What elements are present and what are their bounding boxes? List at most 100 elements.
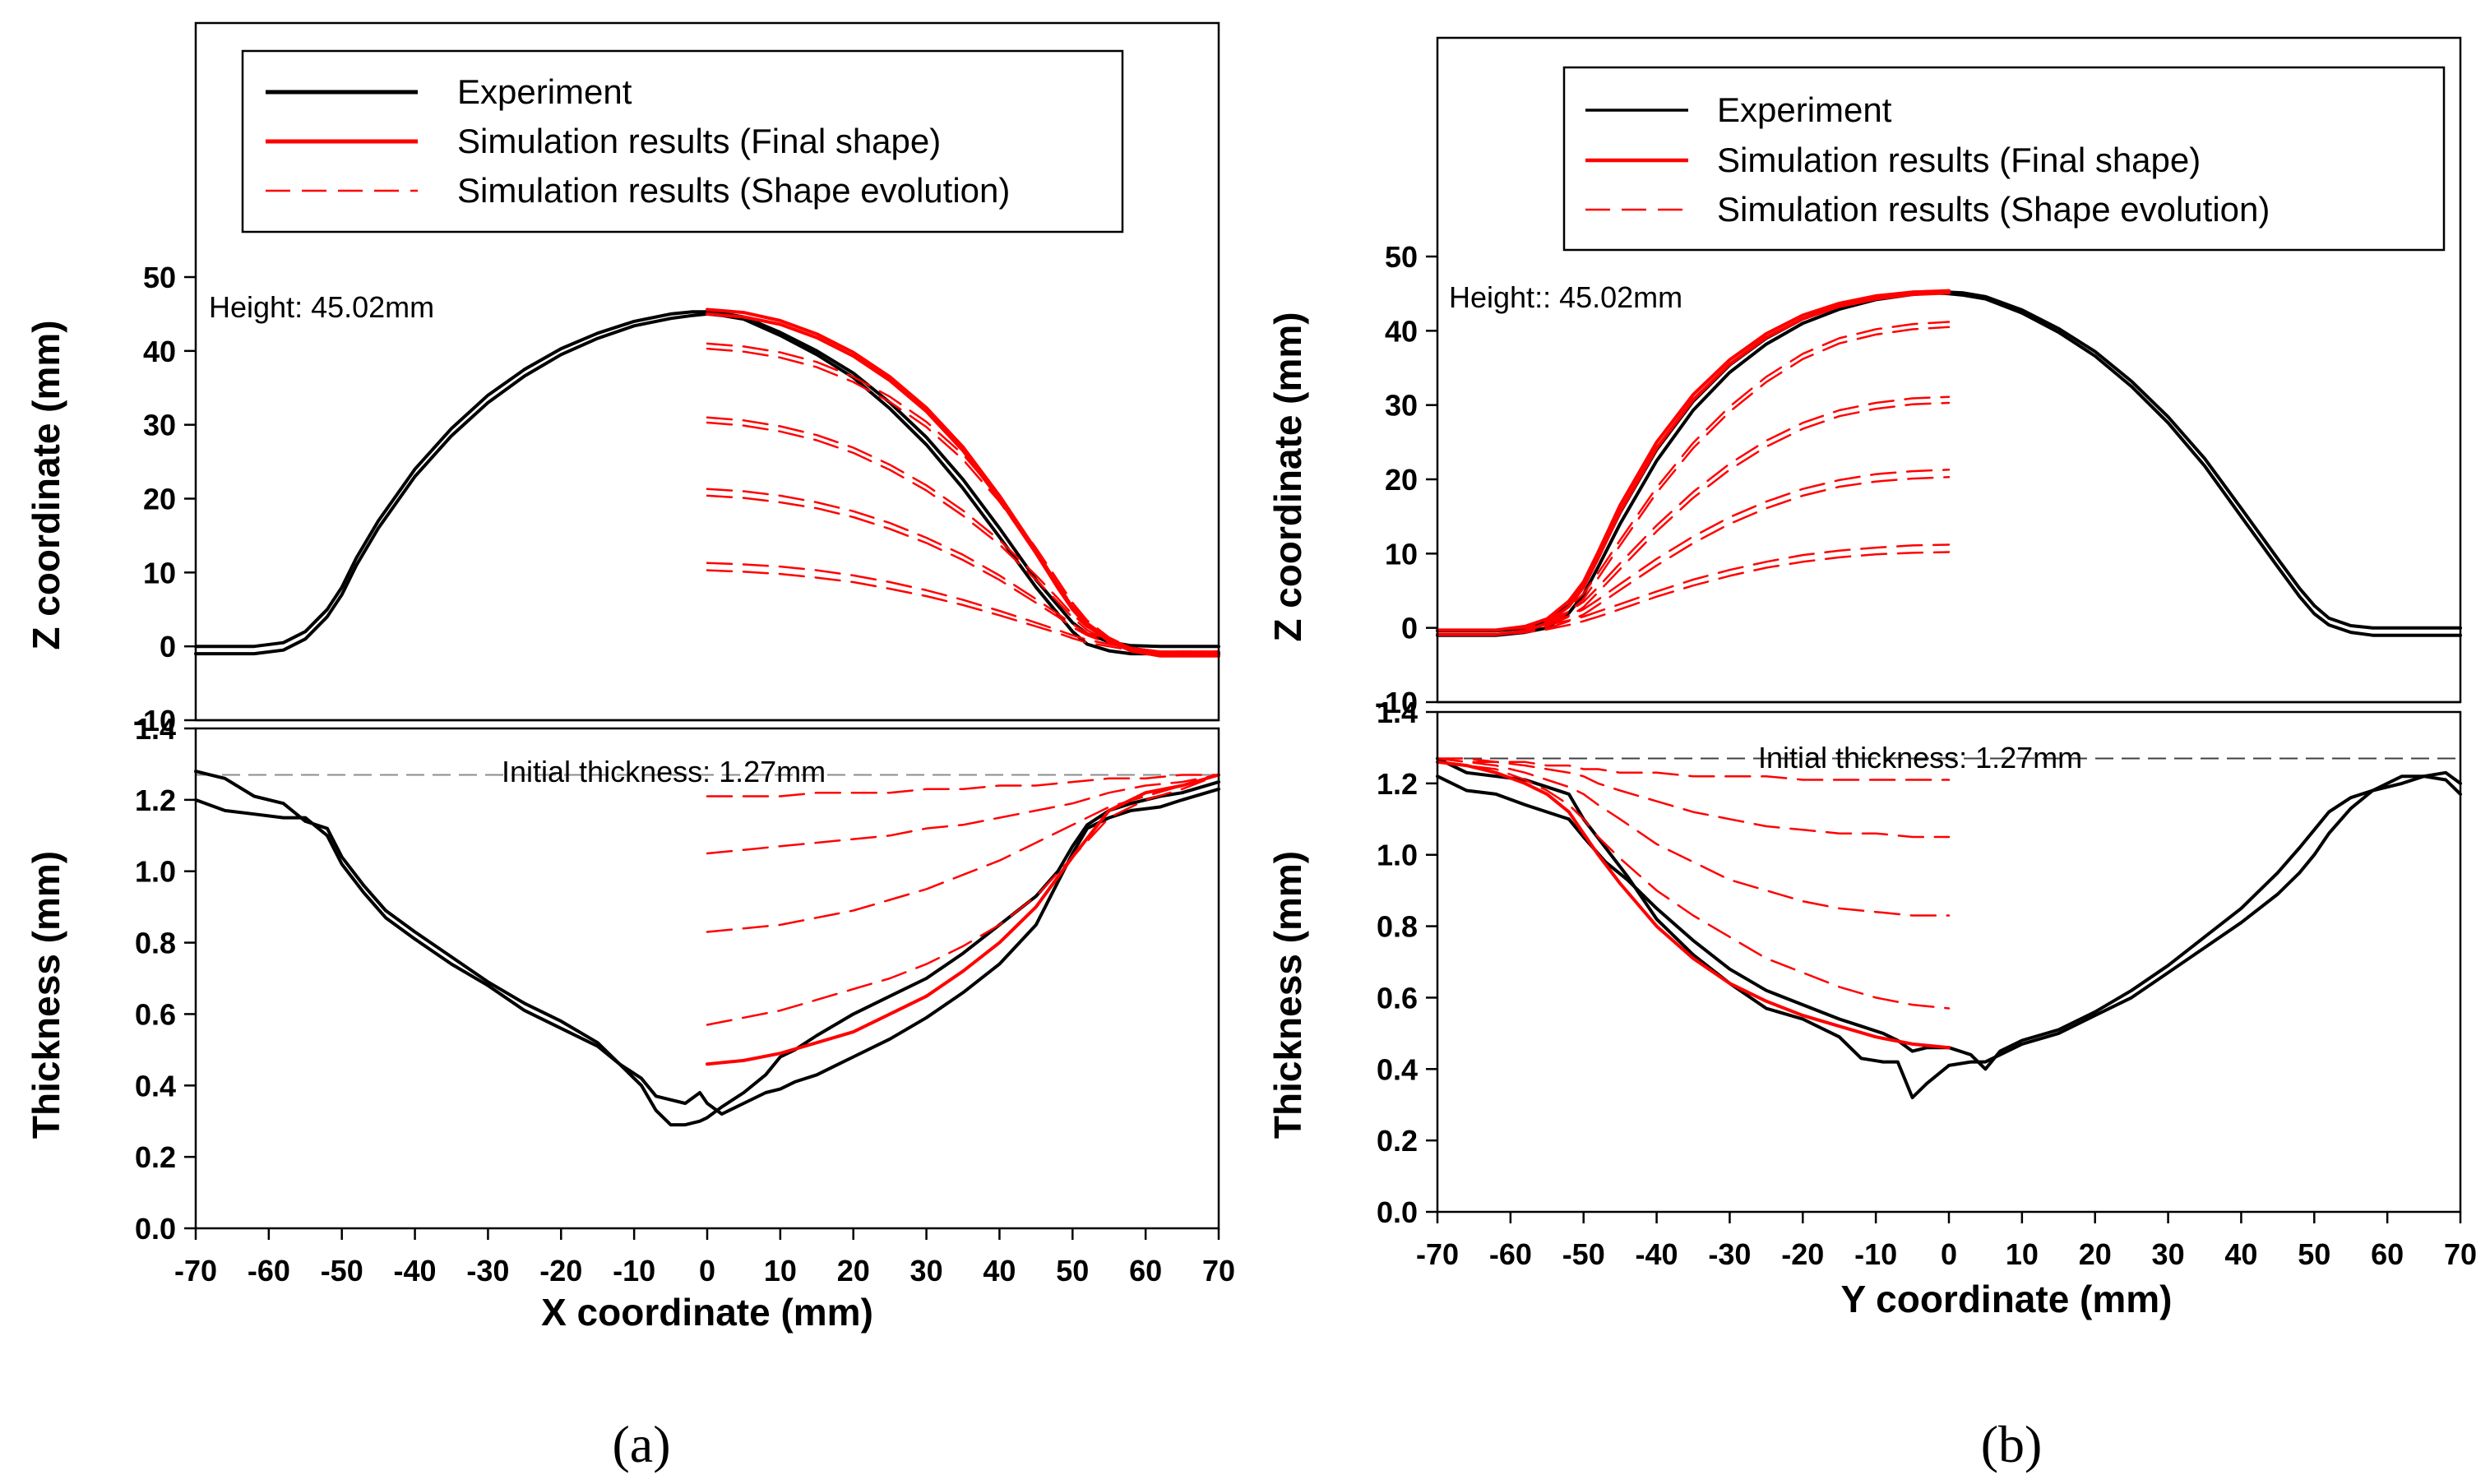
y-tick-label-lower-a: 0.0 bbox=[135, 1212, 176, 1246]
lower-series-experiment-1-a bbox=[194, 780, 1220, 1127]
upper-series-experiment-1-a bbox=[194, 312, 1220, 656]
legend-a: Experiment Simulation results (Final sha… bbox=[241, 49, 1124, 233]
chart-panel-a: -70 -60 -50 -40 -30 -20 -10 0 10 20 30 40 50 60 70 50 40… bbox=[25, 21, 1235, 1473]
lower-series-simulation-results-final-shape-2-b bbox=[1436, 760, 1951, 1050]
y-tick-label-upper-a: 0 bbox=[160, 630, 176, 663]
x-tick-label-b: 50 bbox=[2298, 1237, 2330, 1271]
y-axis-title-upper-a: Z coordinate (mm) bbox=[25, 320, 67, 650]
x-tick-label-b: 30 bbox=[2152, 1237, 2185, 1271]
x-tick-label-b: -10 bbox=[1854, 1237, 1897, 1271]
legend-label-experiment-b: Experiment bbox=[1717, 90, 1892, 129]
x-tick-label-b: -60 bbox=[1489, 1237, 1532, 1271]
y-tick-label-lower-b: 0.0 bbox=[1377, 1195, 1418, 1229]
y-tick-label-upper-b: 30 bbox=[1385, 389, 1418, 423]
legend-box-b bbox=[1562, 66, 2446, 252]
y-tick-label-lower-a: 1.4 bbox=[135, 712, 176, 746]
y-axis-title-lower-a: Thickness (mm) bbox=[25, 851, 67, 1139]
y-tick-label-upper-b: 10 bbox=[1385, 537, 1418, 571]
panel-label-a: (a) bbox=[612, 1415, 670, 1473]
upper-series-simulation-results-shape-evolution-11-b bbox=[1436, 551, 1951, 636]
y-tick-label-upper-b: -10 bbox=[1375, 686, 1418, 719]
x-tick-label-b: -40 bbox=[1636, 1237, 1678, 1271]
y-tick-label-upper-a: 20 bbox=[143, 483, 176, 516]
x-tick-label-a: 40 bbox=[983, 1254, 1016, 1288]
y-tick-label-lower-a: 0.8 bbox=[135, 927, 176, 960]
y-tick-label-lower-a: 0.4 bbox=[135, 1069, 176, 1103]
x-tick-label-a: -30 bbox=[466, 1254, 509, 1288]
upper-series-simulation-results-shape-evolution-7-b bbox=[1436, 401, 1951, 636]
lower-plot-traces-b bbox=[1436, 756, 2462, 1099]
upper-series-simulation-results-shape-evolution-6-a bbox=[706, 416, 1220, 653]
lower-series-simulation-results-shape-evolution-4-a bbox=[706, 774, 1220, 933]
x-tick-label-a: -60 bbox=[248, 1254, 290, 1288]
upper-series-simulation-results-final-shape-2-b bbox=[1436, 289, 1951, 632]
legend-label-evolution-a: Simulation results (Shape evolution) bbox=[457, 171, 1010, 210]
y-tick-label-lower-b: 0.8 bbox=[1377, 910, 1418, 944]
lower-series-simulation-results-shape-evolution-6-a bbox=[706, 774, 1220, 797]
upper-series-simulation-results-shape-evolution-8-a bbox=[706, 488, 1220, 653]
y-axis-title-lower-b: Thickness (mm) bbox=[1266, 851, 1309, 1139]
y-tick-label-lower-b: 0.2 bbox=[1377, 1124, 1418, 1158]
y-tick-label-upper-b: 40 bbox=[1385, 314, 1418, 348]
x-tick-label-a: -50 bbox=[321, 1254, 363, 1288]
y-tick-label-upper-b: 0 bbox=[1401, 612, 1418, 645]
x-tick-label-a: -20 bbox=[539, 1254, 582, 1288]
x-tick-label-a: -70 bbox=[174, 1254, 217, 1288]
legend-b: Experiment Simulation results (Final sha… bbox=[1562, 66, 2446, 252]
legend-label-evolution-b: Simulation results (Shape evolution) bbox=[1717, 190, 2270, 229]
upper-series-experiment-0-a bbox=[194, 310, 1220, 649]
x-axis-title-a: X coordinate (mm) bbox=[541, 1291, 873, 1334]
y-tick-label-lower-a: 1.0 bbox=[135, 855, 176, 889]
axis-ticks-b: -70 -60 -50 -40 -30 -20 -10 0 10 20 30 40 50 60 70 50 40… bbox=[1375, 240, 2477, 1271]
y-tick-label-lower-a: 1.2 bbox=[135, 784, 176, 817]
legend-label-experiment-a: Experiment bbox=[457, 72, 632, 111]
y-tick-label-lower-a: 0.2 bbox=[135, 1140, 176, 1174]
x-tick-label-a: 50 bbox=[1056, 1254, 1089, 1288]
x-tick-label-b: 20 bbox=[2079, 1237, 2112, 1271]
x-tick-label-b: -50 bbox=[1562, 1237, 1605, 1271]
x-tick-label-a: 20 bbox=[837, 1254, 870, 1288]
y-tick-label-upper-b: 20 bbox=[1385, 463, 1418, 497]
y-tick-label-lower-b: 1.2 bbox=[1377, 767, 1418, 801]
x-tick-label-a: 10 bbox=[764, 1254, 797, 1288]
x-tick-label-b: 0 bbox=[1941, 1237, 1957, 1271]
x-tick-label-a: 70 bbox=[1202, 1254, 1235, 1288]
upper-series-simulation-results-shape-evolution-8-b bbox=[1436, 469, 1951, 631]
lower-series-simulation-results-final-shape-2-a bbox=[706, 773, 1220, 1066]
axis-ticks-a: -70 -60 -50 -40 -30 -20 -10 0 10 20 30 40 50 60 70 50 40… bbox=[133, 261, 1235, 1288]
y-tick-label-upper-a: 40 bbox=[143, 335, 176, 368]
x-tick-label-b: -30 bbox=[1708, 1237, 1751, 1271]
upper-series-simulation-results-shape-evolution-6-b bbox=[1436, 395, 1951, 631]
y-axis-title-upper-b: Z coordinate (mm) bbox=[1266, 312, 1309, 641]
upper-plot-traces-b bbox=[1436, 289, 2462, 637]
y-tick-label-lower-b: 1.0 bbox=[1377, 839, 1418, 872]
x-tick-label-a: -10 bbox=[613, 1254, 655, 1288]
legend-label-final-b: Simulation results (Final shape) bbox=[1717, 141, 2201, 179]
height-annotation-a: Height: 45.02mm bbox=[209, 290, 434, 324]
upper-series-simulation-results-shape-evolution-11-a bbox=[706, 569, 1220, 655]
panel-label-b: (b) bbox=[1981, 1415, 2043, 1473]
x-tick-label-a: 0 bbox=[699, 1254, 715, 1288]
x-tick-label-b: -20 bbox=[1781, 1237, 1824, 1271]
x-tick-label-a: -40 bbox=[394, 1254, 437, 1288]
y-tick-label-lower-a: 0.6 bbox=[135, 997, 176, 1031]
x-tick-label-b: -70 bbox=[1416, 1237, 1459, 1271]
y-tick-label-lower-b: 0.4 bbox=[1377, 1052, 1418, 1086]
x-tick-label-a: 60 bbox=[1129, 1254, 1162, 1288]
lower-series-simulation-results-shape-evolution-5-b bbox=[1436, 757, 1951, 839]
upper-series-simulation-results-shape-evolution-10-a bbox=[706, 562, 1220, 653]
x-tick-label-b: 60 bbox=[2371, 1237, 2404, 1271]
upper-series-simulation-results-shape-evolution-9-b bbox=[1436, 476, 1951, 636]
y-tick-label-lower-b: 1.4 bbox=[1377, 696, 1418, 729]
y-tick-label-upper-a: -10 bbox=[133, 704, 176, 737]
y-tick-label-lower-b: 0.6 bbox=[1377, 981, 1418, 1015]
lower-series-simulation-results-shape-evolution-3-a bbox=[706, 774, 1220, 1026]
x-tick-label-b: 70 bbox=[2444, 1237, 2477, 1271]
upper-plot-traces-a bbox=[194, 307, 1220, 658]
lower-series-simulation-results-shape-evolution-6-b bbox=[1436, 757, 1951, 781]
height-annotation-b: Height:: 45.02mm bbox=[1449, 280, 1682, 314]
thickness-annotation-a: Initial thickness: 1.27mm bbox=[502, 755, 826, 788]
y-tick-label-upper-a: 50 bbox=[143, 261, 176, 294]
thickness-annotation-b: Initial thickness: 1.27mm bbox=[1758, 741, 2082, 774]
